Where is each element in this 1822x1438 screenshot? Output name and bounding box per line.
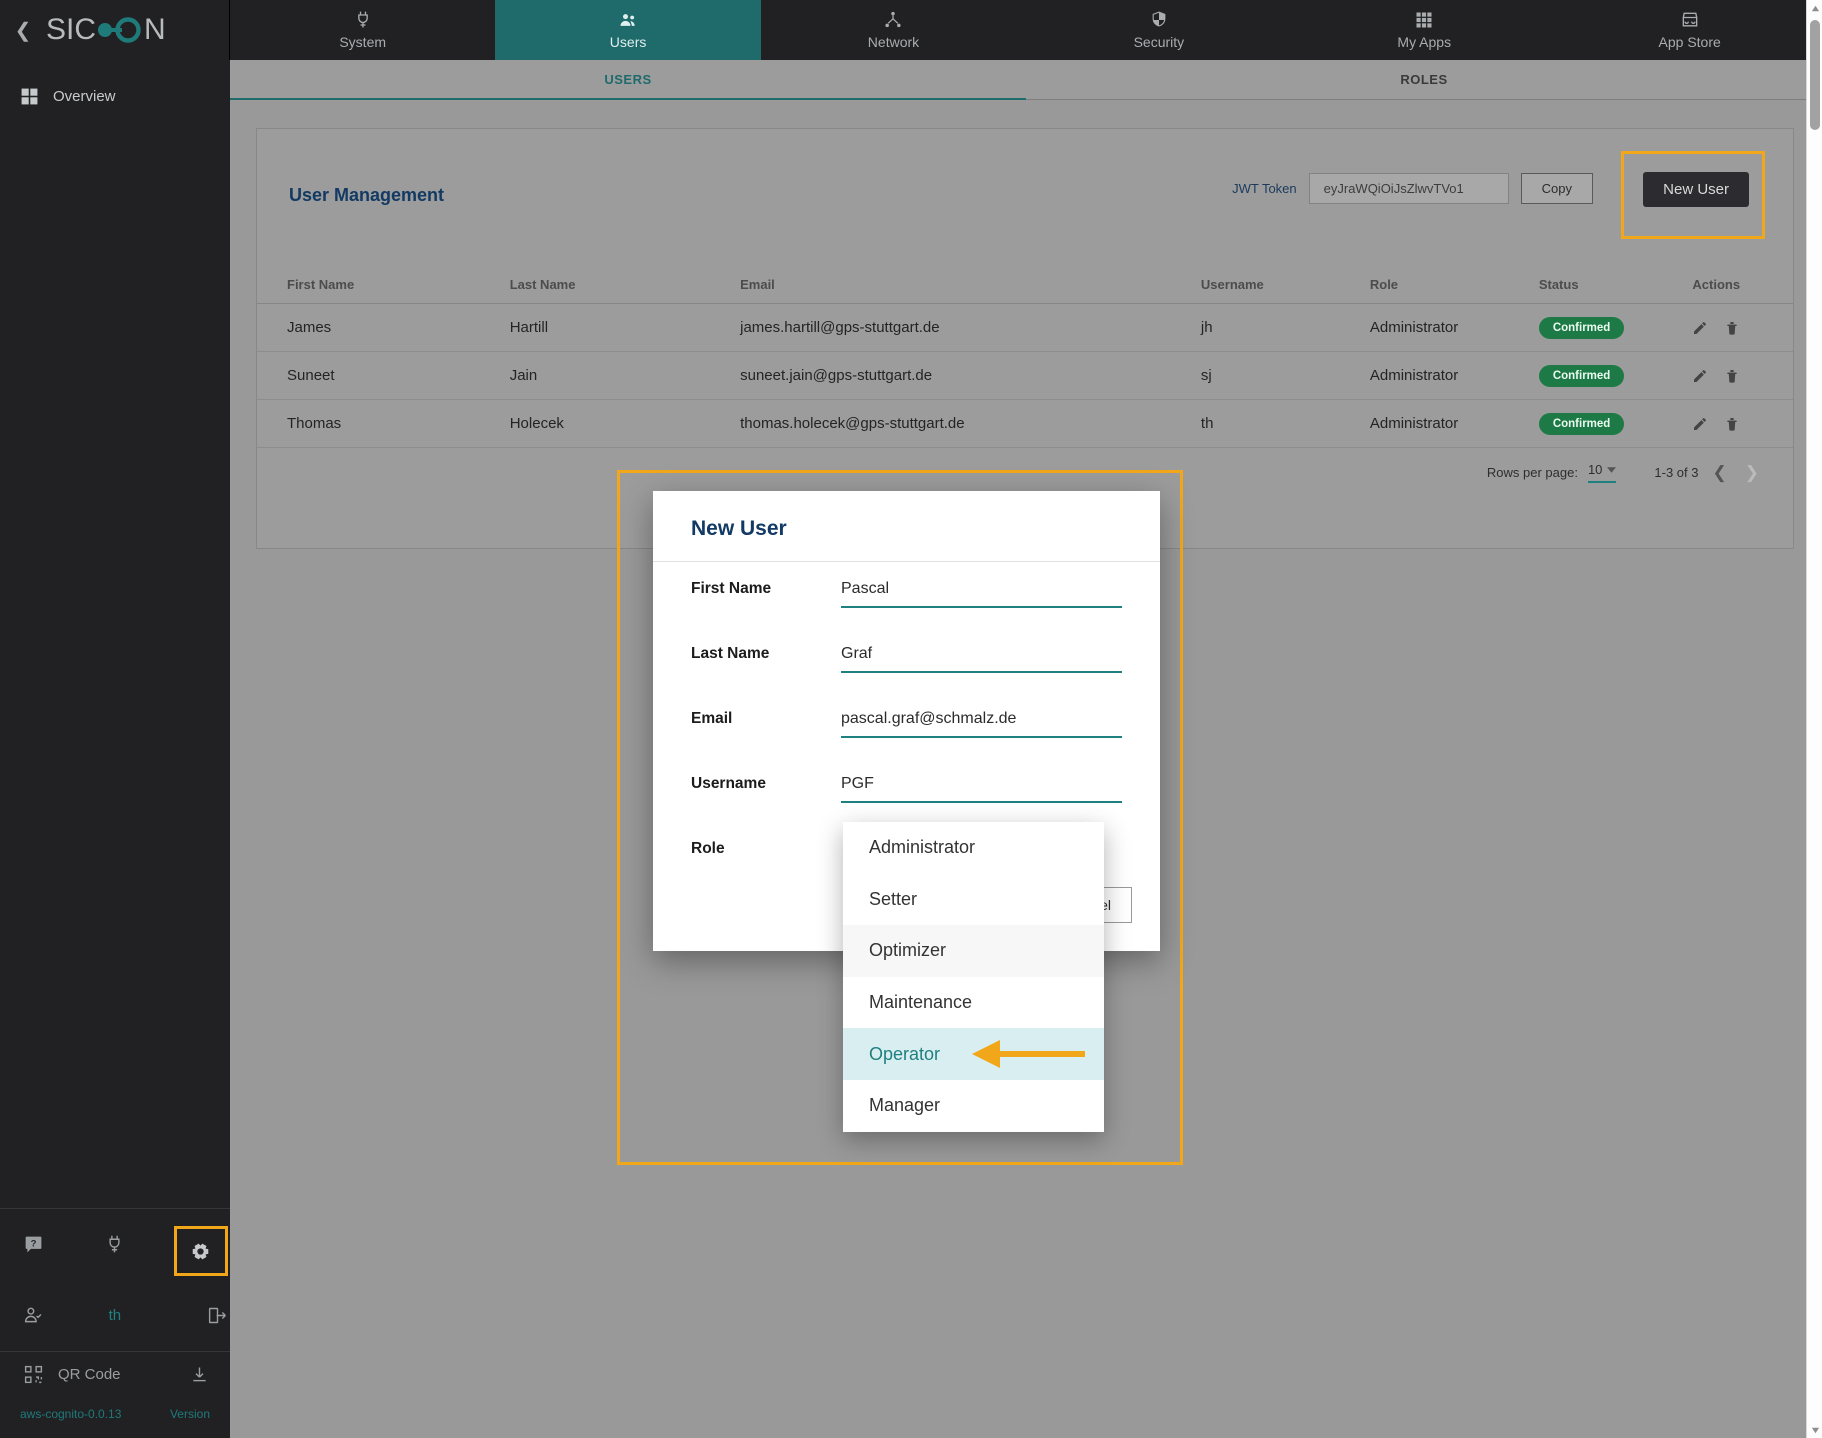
svg-text:?: ?	[31, 1239, 37, 1250]
